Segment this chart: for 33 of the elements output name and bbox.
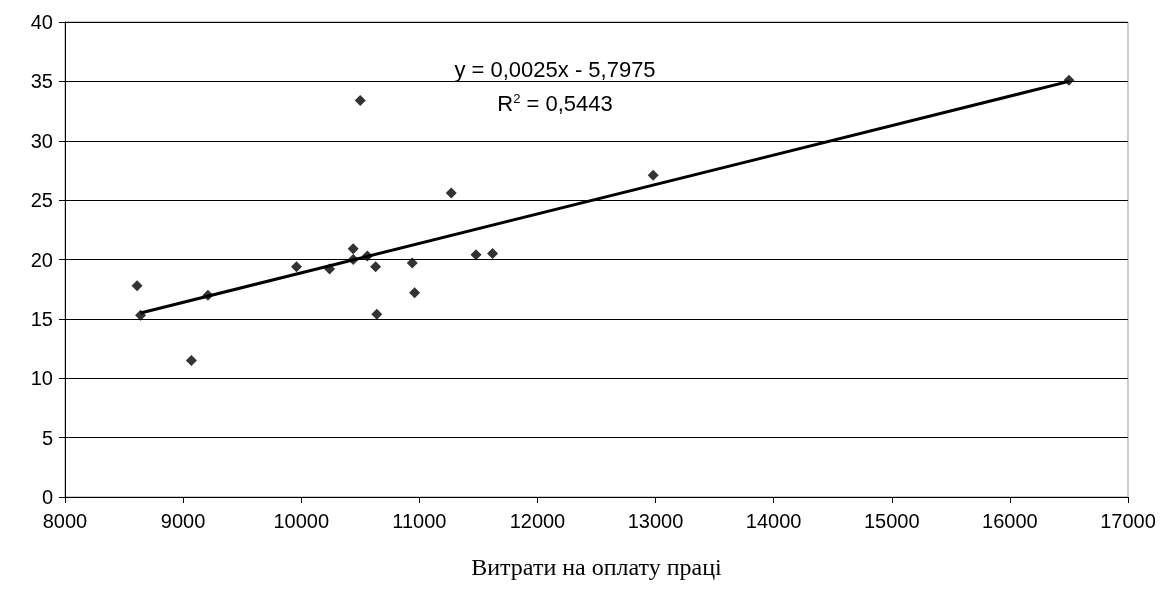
y-tick-label: 40 <box>30 11 53 33</box>
point <box>647 169 659 181</box>
y-tick-label: 35 <box>30 70 53 93</box>
x-tick-label: 17000 <box>1100 510 1156 532</box>
x-tick-label: 10000 <box>273 510 330 532</box>
point <box>347 243 359 255</box>
point <box>354 94 366 106</box>
point <box>470 249 482 261</box>
point <box>371 308 383 320</box>
point <box>445 187 457 199</box>
x-tick-label: 16000 <box>982 510 1038 532</box>
y-tick-label: 5 <box>41 426 53 449</box>
y-tick-label: 25 <box>30 189 53 212</box>
y-tick-label: 10 <box>30 367 53 390</box>
x-tick-label: 9000 <box>160 510 206 532</box>
point <box>291 261 302 273</box>
x-axis-title: Витрати на оплату праці <box>471 554 723 580</box>
x-tick-label: 11000 <box>392 510 447 532</box>
x-tick-label: 8000 <box>42 510 88 532</box>
point <box>409 287 421 299</box>
y-tick-label: 15 <box>30 307 53 330</box>
point <box>370 261 382 273</box>
point <box>487 248 499 260</box>
y-tick-label: 20 <box>30 248 53 271</box>
y-tick-label: 30 <box>30 129 53 152</box>
point <box>131 280 143 292</box>
y-tick-label: 0 <box>41 486 53 508</box>
x-tick-label: 13000 <box>627 510 684 532</box>
point <box>406 257 418 269</box>
point <box>185 354 197 366</box>
x-tick-label: 12000 <box>509 510 566 532</box>
x-tick-label: 15000 <box>863 510 920 532</box>
x-tick-label: 14000 <box>745 510 802 532</box>
